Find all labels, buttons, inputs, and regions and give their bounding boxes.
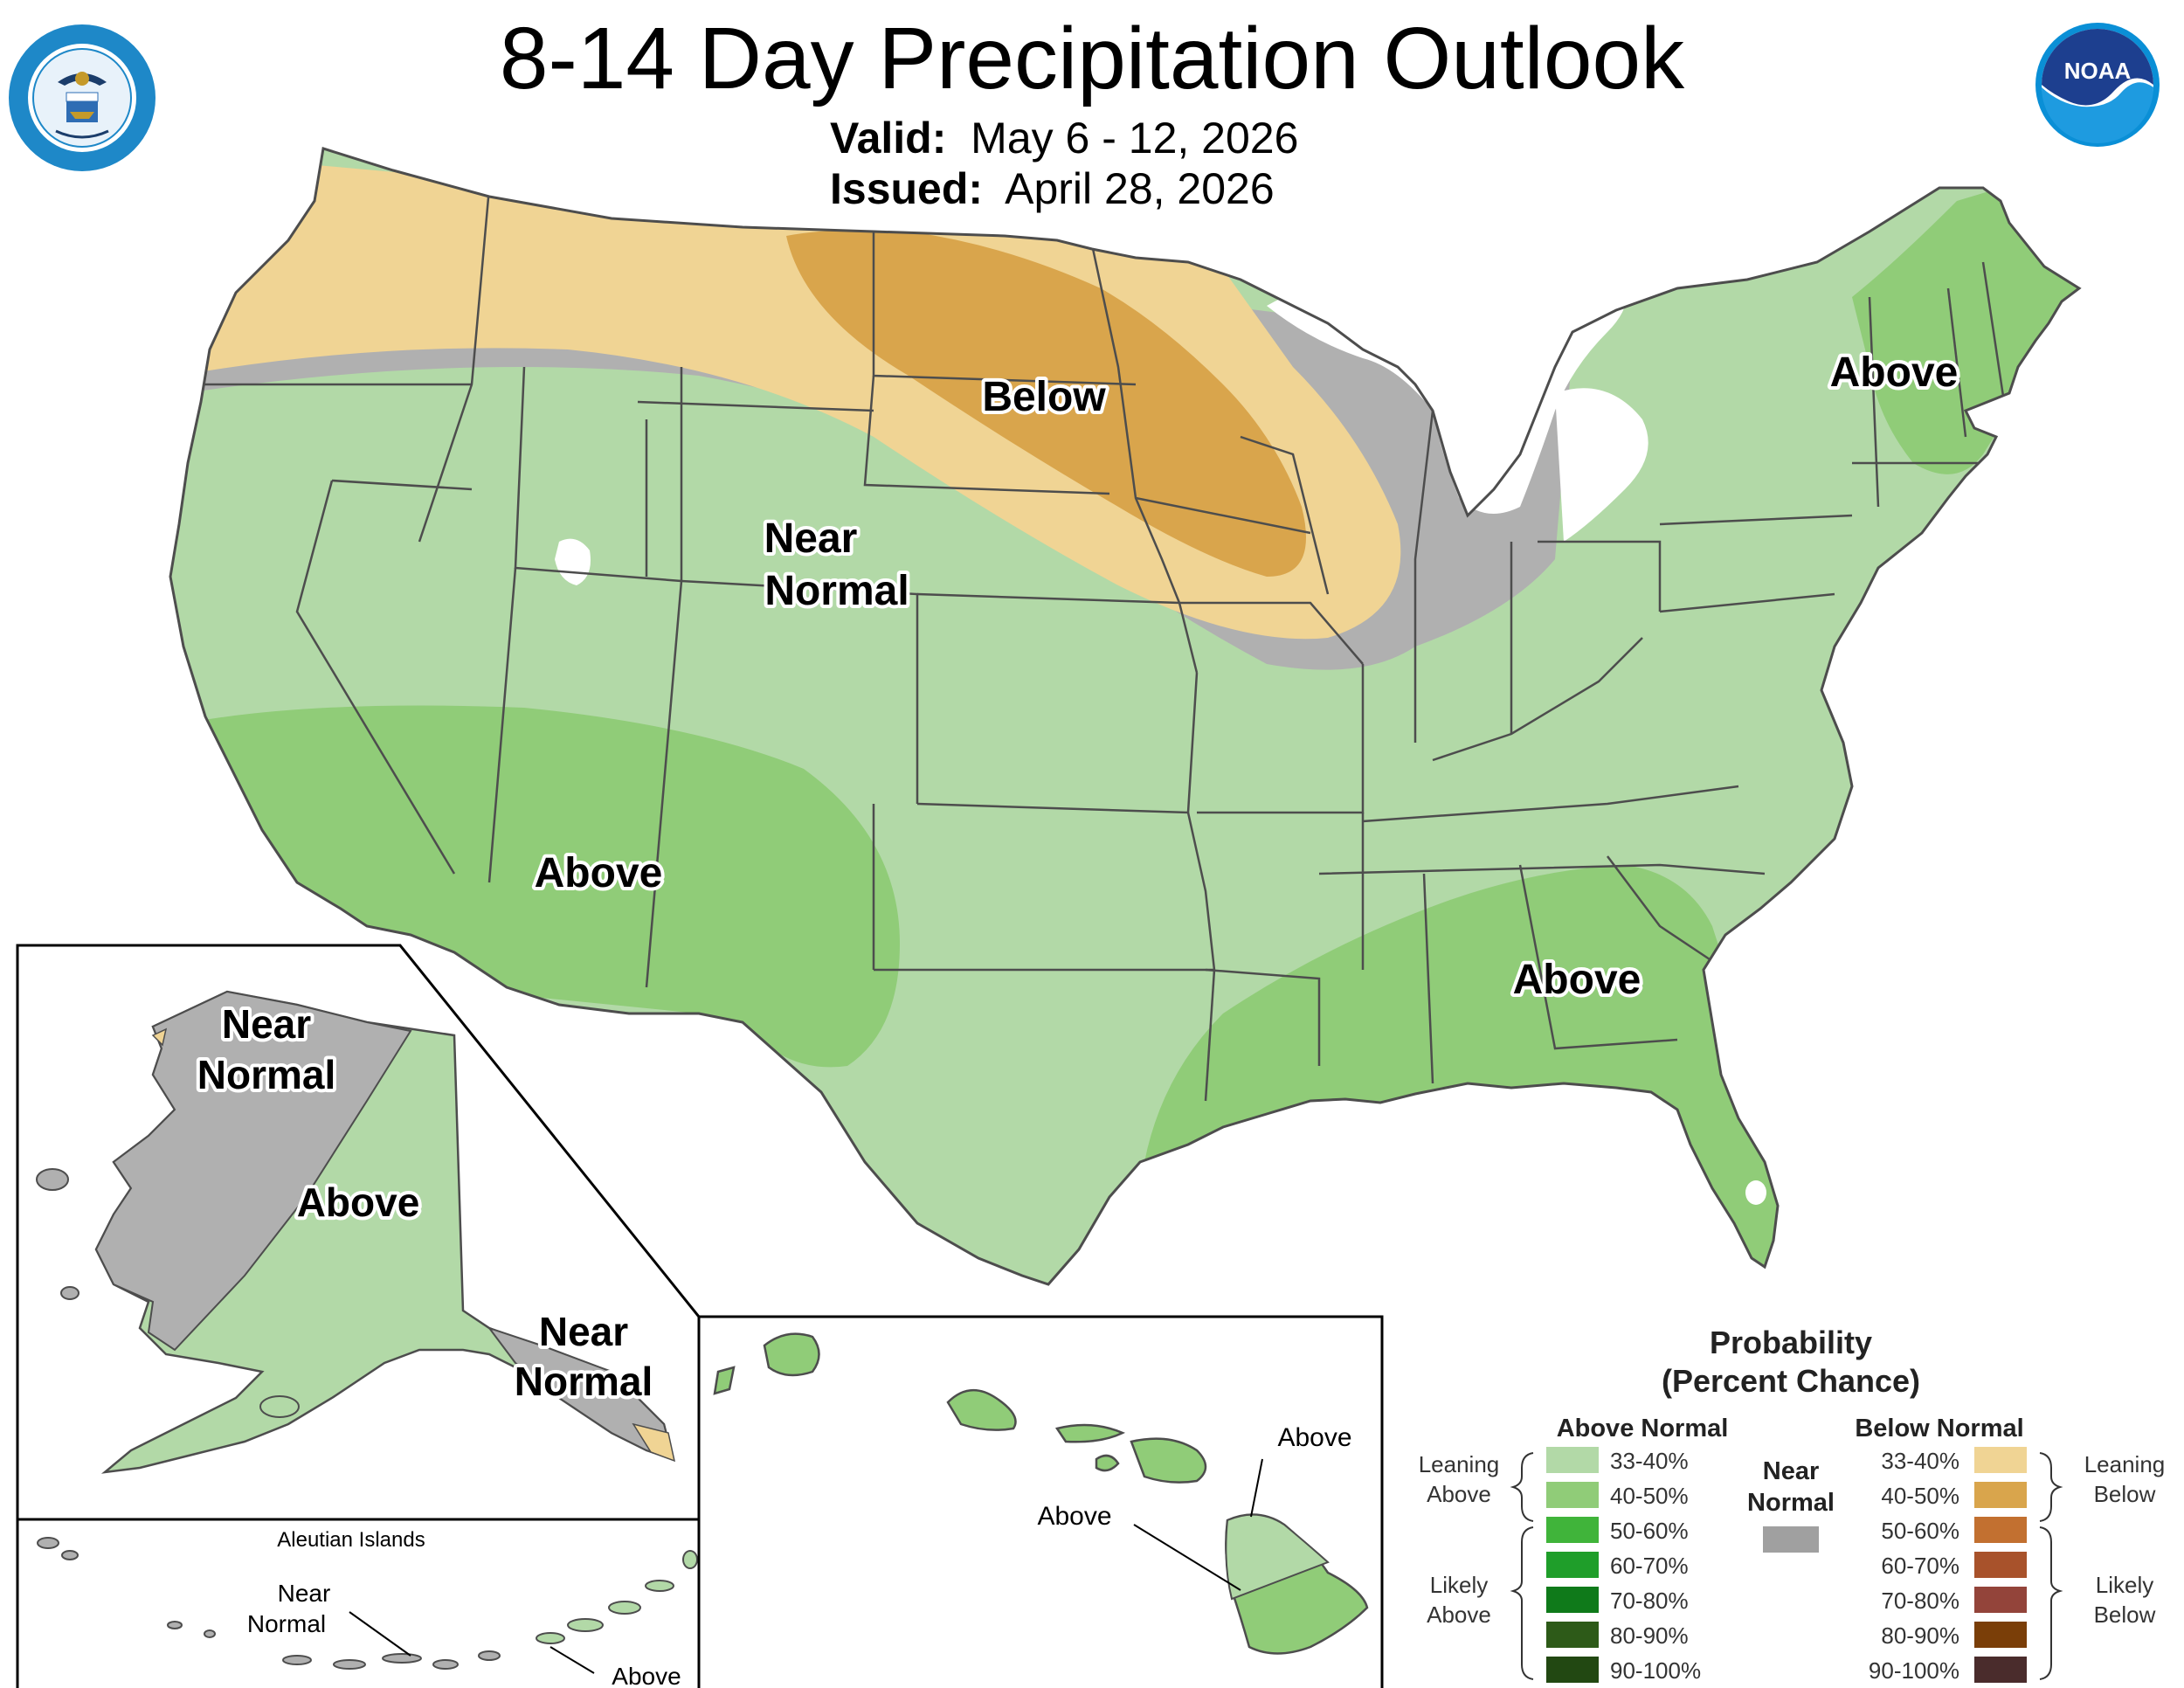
legend-below-swatch	[1974, 1447, 2027, 1473]
legend-above-swatch	[1546, 1552, 1599, 1578]
aleutian-near-normal-label-1: Near	[278, 1580, 331, 1607]
alaska-near-normal-label-1: Near	[222, 1001, 311, 1047]
alaska-southeast-near-normal-label-2: Normal	[515, 1359, 653, 1404]
commerce-seal-icon	[9, 24, 156, 171]
issued-label: Issued:	[830, 164, 984, 213]
alaska-southeast-near-normal-label-1: Near	[539, 1309, 628, 1354]
alaska-north-leaning-below	[151, 1027, 168, 1047]
legend-below-swatch	[1974, 1587, 2027, 1613]
aleutian-above-label: Above	[612, 1663, 681, 1688]
alaska-above-label: Above	[297, 1180, 420, 1225]
legend-below-swatch	[1974, 1622, 2027, 1648]
hawaii-above-label-2: Above	[1037, 1502, 1111, 1531]
region-above-southwest	[175, 705, 900, 1068]
conus-below-label: Below	[982, 374, 1106, 420]
legend-above-range: 90-100%	[1610, 1657, 1701, 1684]
issued-date-line: Issued: April 28, 2026	[830, 163, 1275, 215]
alaska-southeast-leaning-below	[632, 1422, 676, 1463]
maui-island	[1130, 1437, 1207, 1484]
legend-below-swatch	[1974, 1517, 2027, 1543]
big-island-north	[1225, 1513, 1330, 1601]
legend-above-swatch	[1546, 1622, 1599, 1648]
legend-above-range: 40-50%	[1610, 1483, 1689, 1509]
legend-below-range: 50-60%	[1881, 1518, 1959, 1544]
legend-leaning-below-2: Below	[2094, 1481, 2156, 1507]
legend-above-swatches: 33-40% 40-50% 50-60% 60-70% 70-80% 80-90% 90-1…	[1546, 1447, 1701, 1684]
legend-leaning-below-1: Leaning	[2084, 1451, 2166, 1477]
legend-below-range: 70-80%	[1881, 1588, 1959, 1614]
state-borders	[175, 187, 2011, 1102]
alaska-near-normal-region	[94, 990, 412, 1352]
legend-above-swatch	[1546, 1447, 1599, 1473]
legend-likely-below-2: Below	[2094, 1602, 2156, 1628]
issued-value: April 28, 2026	[1005, 164, 1275, 213]
niihau-island	[713, 1366, 736, 1395]
legend-near-label-1: Near	[1763, 1457, 1820, 1485]
legend-title-1: Probability	[1710, 1325, 1872, 1360]
alaska-island	[36, 1168, 69, 1191]
conus-above-southwest-label: Above	[535, 850, 663, 896]
legend-below-swatch	[1974, 1657, 2027, 1683]
legend-below-swatch	[1974, 1552, 2027, 1578]
legend-above-range: 80-90%	[1610, 1622, 1689, 1649]
legend-below-range: 60-70%	[1881, 1553, 1959, 1579]
region-below	[786, 230, 1306, 577]
kodiak-island	[259, 1395, 300, 1418]
legend-below-header: Below Normal	[1855, 1415, 2023, 1442]
lake-okeechobee	[1745, 1180, 1766, 1205]
lanai-island	[1095, 1454, 1120, 1472]
map-title: 8-14 Day Precipitation Outlook	[499, 10, 1685, 107]
region-leaning-below	[170, 149, 1401, 640]
conus-above-northeast-label: Above	[1830, 349, 1959, 396]
legend-above-swatch	[1546, 1482, 1599, 1508]
hawaii-inset: Above Above	[697, 1315, 1384, 1688]
legend-below-range: 90-100%	[1869, 1657, 1959, 1684]
legend-above-range: 60-70%	[1610, 1553, 1689, 1579]
aleutian-near-normal-label-2: Normal	[247, 1610, 326, 1637]
legend-below-range: 40-50%	[1881, 1483, 1959, 1509]
legend-below-swatch	[1974, 1482, 2027, 1508]
alaska-island	[60, 1286, 79, 1300]
hawaii-above-label-1: Above	[1277, 1423, 1351, 1452]
noaa-logo-icon: NOAA	[2035, 23, 2160, 147]
legend-above-swatch	[1546, 1517, 1599, 1543]
legend-title-2: (Percent Chance)	[1662, 1363, 1920, 1399]
legend-above-header: Above Normal	[1557, 1415, 1729, 1442]
aleutian-inset: Aleutian Islands Near Normal Above	[16, 1518, 701, 1688]
lake-erie	[1555, 388, 1648, 542]
legend-below-range: 80-90%	[1881, 1622, 1959, 1649]
alaska-inset: Near Normal Above Near Normal	[16, 944, 701, 1521]
conus-near-normal-label-2: Normal	[764, 568, 909, 614]
conus-near-normal-label-1: Near	[764, 515, 858, 562]
legend-near-normal-swatch	[1763, 1526, 1819, 1553]
molokai-island	[1054, 1423, 1126, 1443]
aleutian-title: Aleutian Islands	[277, 1528, 425, 1552]
legend-likely-below-1: Likely	[2096, 1572, 2153, 1598]
alaska-near-normal-label-2: Normal	[197, 1052, 335, 1097]
kauai-island	[763, 1332, 820, 1377]
legend-above-range: 50-60%	[1610, 1518, 1689, 1544]
conus-above-southeast-label: Above	[1513, 957, 1641, 1003]
legend-likely-above-2: Above	[1427, 1602, 1491, 1628]
oahu-island	[946, 1388, 1017, 1431]
legend-above-swatch	[1546, 1657, 1599, 1683]
legend-above-range: 70-80%	[1610, 1588, 1689, 1614]
legend: Probability (Percent Chance) Above Norma…	[1419, 1325, 2166, 1684]
legend-leaning-above-2: Above	[1427, 1481, 1491, 1507]
legend-above-swatch	[1546, 1587, 1599, 1613]
legend-near-label-2: Normal	[1747, 1489, 1835, 1517]
valid-label: Valid:	[830, 114, 947, 163]
valid-value: May 6 - 12, 2026	[971, 114, 1299, 163]
legend-likely-above-1: Likely	[1430, 1572, 1488, 1598]
legend-below-swatches: 33-40% 40-50% 50-60% 60-70% 70-80% 80-90% 90-1…	[1869, 1447, 2027, 1684]
noaa-logo-text: NOAA	[2064, 58, 2132, 84]
valid-date-line: Valid: May 6 - 12, 2026	[830, 112, 1298, 164]
legend-above-range: 33-40%	[1610, 1448, 1689, 1474]
legend-leaning-above-1: Leaning	[1419, 1451, 1500, 1477]
legend-below-range: 33-40%	[1881, 1448, 1959, 1474]
